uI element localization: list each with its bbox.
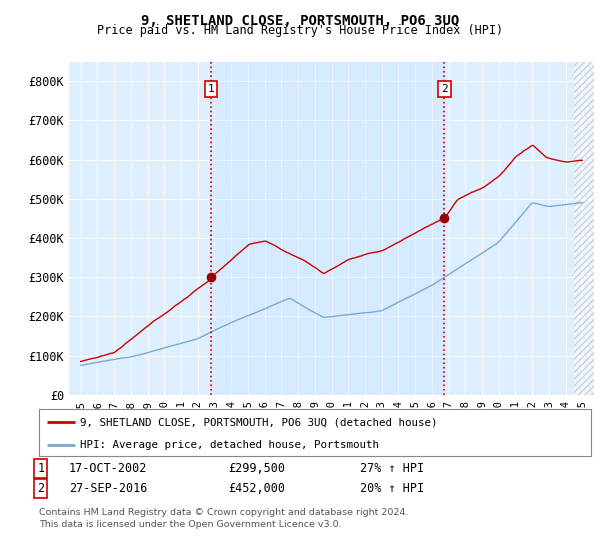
Bar <box>574 62 594 395</box>
Text: This data is licensed under the Open Government Licence v3.0.: This data is licensed under the Open Gov… <box>39 520 341 529</box>
Text: 27% ↑ HPI: 27% ↑ HPI <box>360 462 424 475</box>
Bar <box>211 62 445 395</box>
Text: 1: 1 <box>208 84 214 94</box>
Text: 9, SHETLAND CLOSE, PORTSMOUTH, PO6 3UQ (detached house): 9, SHETLAND CLOSE, PORTSMOUTH, PO6 3UQ (… <box>80 417 438 427</box>
Text: 27-SEP-2016: 27-SEP-2016 <box>69 482 148 495</box>
Text: Price paid vs. HM Land Registry's House Price Index (HPI): Price paid vs. HM Land Registry's House … <box>97 24 503 37</box>
Text: 2: 2 <box>441 84 448 94</box>
Text: 9, SHETLAND CLOSE, PORTSMOUTH, PO6 3UQ: 9, SHETLAND CLOSE, PORTSMOUTH, PO6 3UQ <box>141 14 459 28</box>
Text: 20% ↑ HPI: 20% ↑ HPI <box>360 482 424 495</box>
Text: Contains HM Land Registry data © Crown copyright and database right 2024.: Contains HM Land Registry data © Crown c… <box>39 508 409 517</box>
Text: 17-OCT-2002: 17-OCT-2002 <box>69 462 148 475</box>
Text: HPI: Average price, detached house, Portsmouth: HPI: Average price, detached house, Port… <box>80 440 379 450</box>
Text: £299,500: £299,500 <box>228 462 285 475</box>
Text: £452,000: £452,000 <box>228 482 285 495</box>
Text: 1: 1 <box>37 462 44 475</box>
Text: 2: 2 <box>37 482 44 495</box>
